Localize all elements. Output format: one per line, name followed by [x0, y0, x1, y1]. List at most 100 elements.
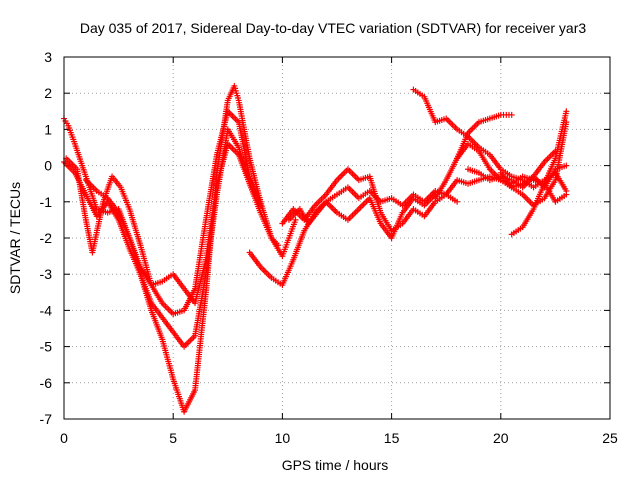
- sample-markers: [203, 153, 220, 221]
- sample-markers: [543, 149, 557, 164]
- y-tick-label: 0: [44, 158, 52, 174]
- sample-markers: [552, 121, 569, 181]
- sample-markers: [444, 157, 460, 182]
- sample-markers: [401, 193, 415, 207]
- sample-markers: [378, 211, 394, 232]
- sample-markers: [192, 273, 209, 337]
- x-tick-label: 0: [60, 430, 68, 446]
- sample-markers: [226, 142, 241, 157]
- sample-markers: [346, 185, 361, 200]
- sample-markers: [160, 301, 175, 316]
- sample-markers: [89, 201, 106, 254]
- sample-markers: [172, 308, 185, 317]
- sample-markers: [358, 174, 371, 183]
- data-point: [508, 111, 515, 118]
- sample-markers: [335, 167, 350, 182]
- sample-markers: [521, 193, 535, 207]
- series-track-1: [61, 82, 299, 415]
- sample-markers: [160, 316, 175, 334]
- x-tick-label: 10: [275, 430, 291, 446]
- sample-markers: [412, 88, 426, 99]
- sample-markers: [422, 189, 437, 204]
- sample-markers: [83, 193, 99, 218]
- sample-markers: [433, 179, 448, 200]
- sample-markers: [444, 117, 459, 131]
- chart-title: Day 035 of 2017, Sidereal Day-to-day VTE…: [80, 20, 586, 36]
- sample-markers: [554, 193, 568, 204]
- x-tick-label: 15: [384, 430, 400, 446]
- sample-markers: [434, 193, 447, 204]
- sample-markers: [510, 225, 524, 236]
- sample-markers: [66, 125, 78, 145]
- sample-markers: [542, 179, 558, 200]
- sample-markers: [192, 291, 209, 391]
- sample-markers: [313, 193, 328, 207]
- sample-markers: [466, 135, 481, 149]
- sample-markers: [478, 171, 491, 182]
- grid: [64, 57, 610, 419]
- sample-markers: [434, 116, 447, 125]
- sample-markers: [171, 273, 186, 290]
- series-track-3: [63, 108, 264, 318]
- sample-markers: [116, 211, 132, 239]
- sample-markers: [62, 160, 77, 175]
- sample-markers: [488, 153, 503, 171]
- sample-markers: [489, 112, 502, 121]
- y-tick-label: -4: [40, 302, 53, 318]
- sample-markers: [286, 219, 298, 239]
- sample-markers: [259, 265, 273, 280]
- sample-markers: [161, 272, 174, 283]
- sample-markers: [84, 178, 99, 193]
- sample-markers: [226, 109, 241, 124]
- sample-markers: [127, 208, 143, 247]
- y-tick-label: 3: [44, 49, 52, 65]
- sample-markers: [236, 121, 253, 178]
- sample-markers: [247, 182, 263, 207]
- sample-markers: [150, 279, 164, 288]
- sample-markers: [203, 182, 220, 261]
- sample-markers: [325, 193, 338, 204]
- sample-markers: [159, 338, 176, 380]
- sample-markers: [324, 200, 339, 215]
- data-point: [563, 162, 570, 169]
- sample-markers: [182, 334, 197, 348]
- sample-markers: [500, 111, 512, 118]
- y-tick-label: -6: [40, 375, 53, 391]
- sample-markers: [149, 302, 164, 319]
- sample-markers: [149, 309, 165, 341]
- axis-ticks: 0 5 10 15 20 25 -7 -6 -5 -4 -3 -2 -1 0 1 2 3: [40, 49, 618, 446]
- sample-markers: [346, 207, 361, 222]
- sample-markers: [510, 178, 524, 189]
- sample-markers: [358, 189, 371, 200]
- sample-markers: [232, 85, 241, 101]
- series-track-4: [82, 140, 264, 307]
- series-track-12: [497, 119, 570, 209]
- sample-markers: [118, 186, 132, 210]
- sample-markers: [510, 185, 524, 197]
- sample-markers: [467, 177, 480, 186]
- sample-markers: [389, 211, 405, 239]
- y-tick-label: -7: [40, 411, 53, 427]
- sample-markers: [412, 207, 426, 218]
- sample-markers: [214, 110, 231, 156]
- x-tick-label: 5: [169, 430, 177, 446]
- y-tick-label: 1: [44, 121, 52, 137]
- sample-markers: [367, 175, 383, 214]
- sample-markers: [500, 167, 513, 178]
- sample-markers: [445, 193, 458, 204]
- sample-markers: [149, 284, 165, 305]
- data-point: [563, 119, 570, 126]
- sample-markers: [390, 196, 404, 207]
- sample-markers: [62, 118, 70, 127]
- sample-markers: [510, 174, 524, 183]
- x-axis-label: GPS time / hours: [282, 457, 389, 473]
- sample-markers: [367, 197, 383, 225]
- sample-markers: [280, 258, 296, 286]
- sample-markers: [74, 168, 89, 221]
- y-axis-label: SDTVAR / TECUs: [7, 182, 23, 294]
- data-point: [563, 108, 570, 115]
- sample-markers: [182, 389, 197, 413]
- sample-markers: [444, 178, 459, 196]
- sample-markers: [192, 219, 209, 290]
